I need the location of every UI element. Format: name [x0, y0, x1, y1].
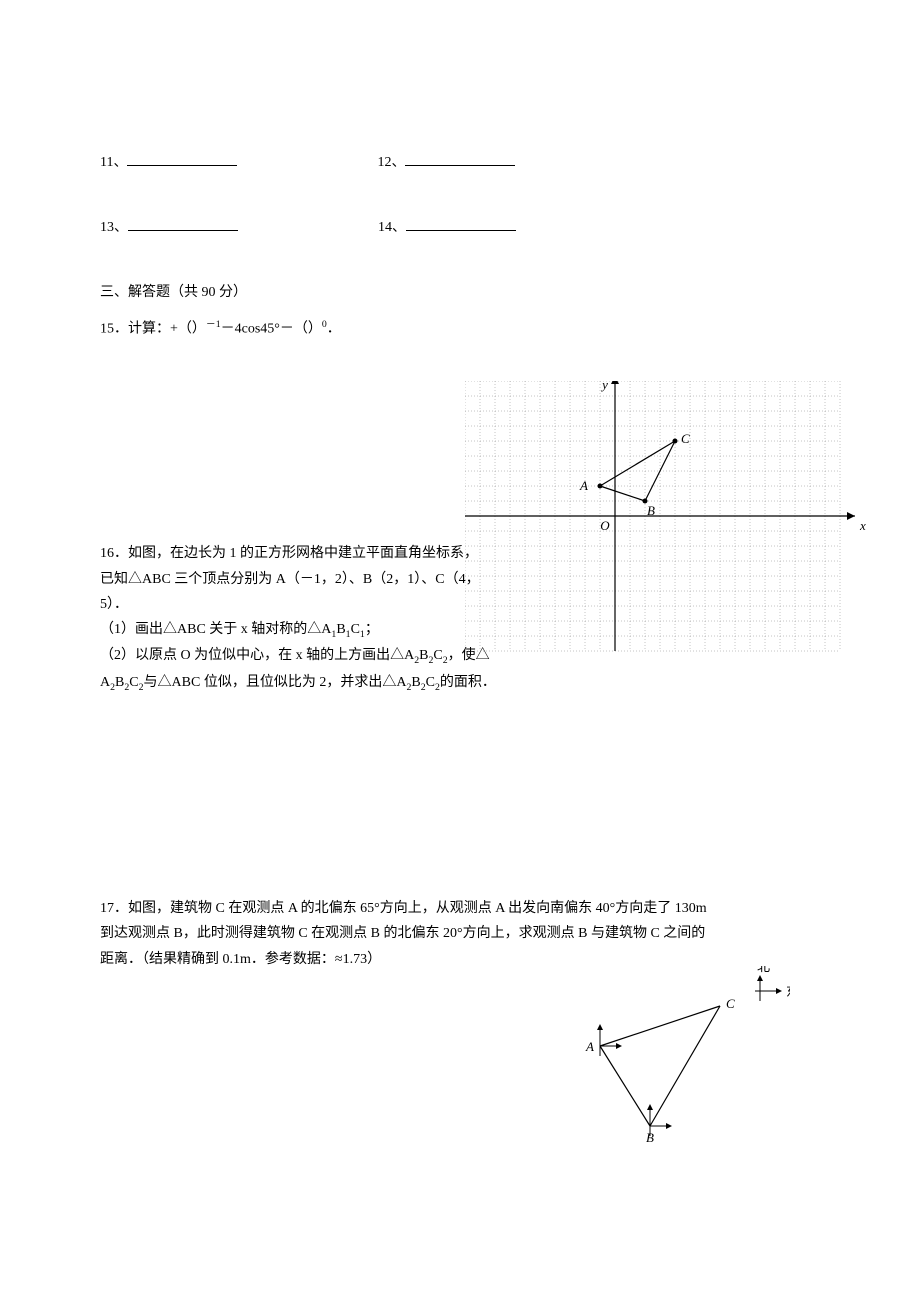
blank-13: 13、 — [100, 215, 238, 240]
problem-15: 15．计算：+（）－1－4cos45°－（）0． — [100, 316, 820, 342]
p16-l6-g: 的面积． — [440, 675, 496, 690]
section-3-title: 三、解答题（共 90 分） — [100, 280, 820, 305]
svg-text:北: 北 — [757, 966, 770, 974]
blank-14: 14、 — [378, 215, 516, 240]
p16-l4-b: B — [336, 622, 345, 637]
p16-l6-c: C — [129, 675, 138, 690]
blank-row-2: 13、 14、 — [100, 215, 820, 240]
coordinate-grid: Ox y A B C — [465, 381, 870, 671]
svg-text:B: B — [646, 1130, 654, 1145]
blank-12-line — [405, 152, 515, 166]
p15-exp1: －1 — [206, 319, 221, 330]
p16-l6-e: B — [411, 675, 420, 690]
blank-11: 11、 — [100, 150, 237, 175]
blank-13-line — [128, 217, 238, 231]
p17-line2: 到达观测点 B，此时测得建筑物 C 在观测点 B 的北偏东 20°方向上，求观测… — [100, 921, 840, 946]
p16-line6: A2B2C2与△ABC 位似，且位似比为 2，并求出△A2B2C2的面积． — [100, 670, 580, 696]
svg-text:C: C — [681, 431, 690, 446]
blank-12: 12、 — [377, 150, 515, 175]
bearing-diagram: 北东 A B C — [550, 966, 790, 1156]
p15-end: ． — [327, 321, 341, 336]
p16-l6-f: C — [426, 675, 435, 690]
problem-17-text: 17．如图，建筑物 C 在观测点 A 的北偏东 65°方向上，从观测点 A 出发… — [100, 896, 840, 972]
blank-12-label: 12、 — [377, 150, 405, 175]
blank-14-line — [406, 217, 516, 231]
svg-text:O: O — [600, 518, 610, 533]
p16-l6-d: 与△ABC 位似，且位似比为 2，并求出△A — [144, 675, 407, 690]
problem-16: 16．如图，在边长为 1 的正方形网格中建立平面直角坐标系， 已知△ABC 三个… — [100, 541, 820, 696]
blank-13-label: 13、 — [100, 215, 128, 240]
p16-l4-a: （1）画出△ABC 关于 x 轴对称的△A — [100, 622, 331, 637]
svg-text:C: C — [726, 996, 735, 1011]
svg-text:x: x — [859, 518, 866, 533]
svg-text:A: A — [585, 1039, 594, 1054]
p16-l4-c: C — [351, 622, 360, 637]
svg-text:y: y — [600, 381, 608, 392]
p16-l4-d: ； — [365, 622, 379, 637]
blank-14-label: 14、 — [378, 215, 406, 240]
svg-text:B: B — [647, 503, 655, 518]
blank-11-label: 11、 — [100, 150, 127, 175]
p16-l6-a: A — [100, 675, 110, 690]
blank-row-1: 11、 12、 — [100, 150, 820, 175]
svg-text:A: A — [579, 478, 588, 493]
p16-l5-a: （2）以原点 O 为位似中心，在 x 轴的上方画出△A — [100, 648, 414, 663]
svg-text:东: 东 — [786, 984, 790, 999]
p16-l5-c: C — [433, 648, 442, 663]
p16-l6-b: B — [115, 675, 124, 690]
p17-line1: 17．如图，建筑物 C 在观测点 A 的北偏东 65°方向上，从观测点 A 出发… — [100, 896, 840, 921]
problem-17: 17．如图，建筑物 C 在观测点 A 的北偏东 65°方向上，从观测点 A 出发… — [100, 896, 820, 972]
blank-11-line — [127, 152, 237, 166]
p15-text-b: －4cos45°－（） — [221, 321, 322, 336]
p15-text-a: 15．计算：+（） — [100, 321, 206, 336]
